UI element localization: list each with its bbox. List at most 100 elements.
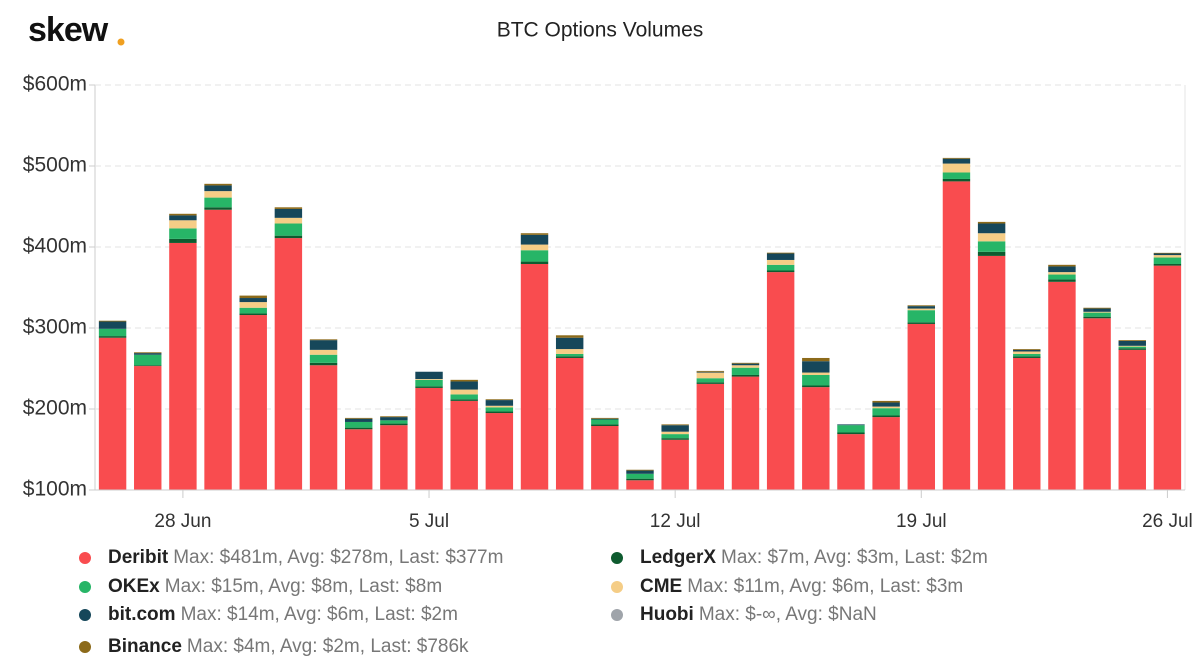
bar-segment	[1118, 345, 1146, 347]
bar-segment	[98, 321, 127, 329]
bar-segment	[1153, 252, 1182, 254]
bar-segment	[1118, 348, 1146, 350]
bar-segment	[626, 470, 654, 474]
bar-segment	[485, 413, 514, 490]
bar-segment	[661, 425, 689, 432]
bar-segment	[169, 213, 197, 216]
bar-segment	[731, 367, 760, 375]
x-tick-label: 12 Jul	[650, 511, 701, 532]
bar-segment	[274, 217, 303, 224]
legend-stats: Max: $11m, Avg: $6m, Last: $3m	[687, 576, 963, 597]
bar-segment	[239, 302, 267, 308]
bar-segment	[134, 366, 162, 490]
bar-segment	[1013, 349, 1041, 352]
bar-segment	[555, 337, 584, 350]
legend-stats: Max: $14m, Avg: $6m, Last: $2m	[181, 604, 458, 625]
legend-name: LedgerX	[640, 547, 716, 568]
legend-marker	[79, 552, 91, 564]
bar-segment	[239, 298, 267, 303]
bar-segment	[169, 228, 197, 239]
y-tick-label: $100m	[23, 478, 87, 501]
bar-segment	[239, 315, 267, 490]
y-tick-label: $200m	[23, 397, 87, 420]
bar-segment	[309, 340, 338, 350]
bar-segment	[1048, 279, 1076, 282]
bar-segment	[204, 191, 232, 198]
bar-segment	[907, 306, 936, 309]
bar-segment	[380, 416, 408, 418]
legend-name: bit.com	[108, 604, 176, 625]
bar-segment	[802, 387, 830, 490]
legend-name: OKEx	[108, 576, 160, 597]
bar-segment	[626, 478, 654, 481]
bar-segment	[450, 394, 478, 400]
legend-entry: OKEx Max: $15m, Avg: $8m, Last: $8m	[108, 576, 442, 597]
bar-segment	[977, 255, 1006, 490]
bar-segment	[309, 362, 338, 366]
bar-segment	[555, 335, 584, 338]
bar-segment	[907, 323, 936, 490]
bar-segment	[415, 386, 443, 388]
bar-segment	[802, 361, 830, 373]
legend-marker	[611, 581, 623, 593]
bar-segment	[450, 389, 478, 395]
bar-segment	[942, 163, 971, 173]
x-tick-label: 26 Jul	[1142, 511, 1193, 532]
legend-name: Huobi	[640, 604, 694, 625]
bar-segment	[907, 308, 936, 311]
bar-segment	[1048, 266, 1076, 273]
bar-segment	[766, 264, 795, 271]
legend-entry: CME Max: $11m, Avg: $6m, Last: $3m	[640, 576, 963, 597]
bar-segment	[696, 370, 725, 372]
legend-entry: Deribit Max: $481m, Avg: $278m, Last: $37…	[108, 547, 503, 568]
bar-segment	[274, 208, 303, 218]
legend-name: CME	[640, 576, 682, 597]
bar-segment	[1083, 316, 1111, 319]
bar-segment	[872, 406, 900, 409]
bar-segment	[661, 439, 689, 490]
bar-segment	[872, 417, 900, 490]
bar-segment	[169, 220, 197, 229]
bar-segment	[1118, 349, 1146, 490]
bar-segment	[1153, 257, 1182, 265]
bar-segment	[1153, 253, 1182, 256]
bar-segment	[1118, 340, 1146, 346]
bar-segment	[661, 431, 689, 435]
bar-segment	[766, 259, 795, 265]
legend-entry: Huobi Max: $-∞, Avg: $NaN	[640, 604, 877, 625]
bar-segment	[942, 157, 971, 159]
x-tick-label: 5 Jul	[409, 511, 449, 532]
legend-marker	[79, 581, 91, 593]
x-tick-label: 19 Jul	[896, 511, 947, 532]
bar-segment	[1048, 274, 1076, 280]
bar-segment	[766, 272, 795, 490]
bar-segment	[942, 158, 971, 164]
bar-segment	[485, 399, 514, 401]
bar-segment	[977, 233, 1006, 242]
bar-segment	[485, 405, 514, 408]
bar-segment	[1083, 311, 1111, 313]
legend-marker	[79, 641, 91, 653]
bar-segment	[204, 209, 232, 491]
bar-segment	[485, 400, 514, 406]
bar-segment	[731, 374, 760, 377]
legend-marker	[611, 552, 623, 564]
bar-segment	[344, 427, 373, 430]
bar-segment	[204, 207, 232, 210]
bar-segment	[204, 183, 232, 186]
bar-segment	[802, 372, 830, 375]
bar-segment	[977, 221, 1006, 224]
bar-segment	[274, 207, 303, 209]
bar-segment	[872, 408, 900, 416]
legend-stats: Max: $-∞, Avg: $NaN	[699, 604, 877, 625]
bar-segment	[696, 382, 725, 384]
bar-segment	[1083, 318, 1111, 490]
bar-segment	[661, 438, 689, 440]
bar-segment	[520, 261, 549, 265]
bar-segment	[98, 320, 127, 322]
bar-segment	[520, 244, 549, 251]
bar-segment	[274, 235, 303, 239]
bar-segment	[1153, 255, 1182, 258]
bar-segment	[942, 178, 971, 182]
bar-segment	[1153, 265, 1182, 490]
